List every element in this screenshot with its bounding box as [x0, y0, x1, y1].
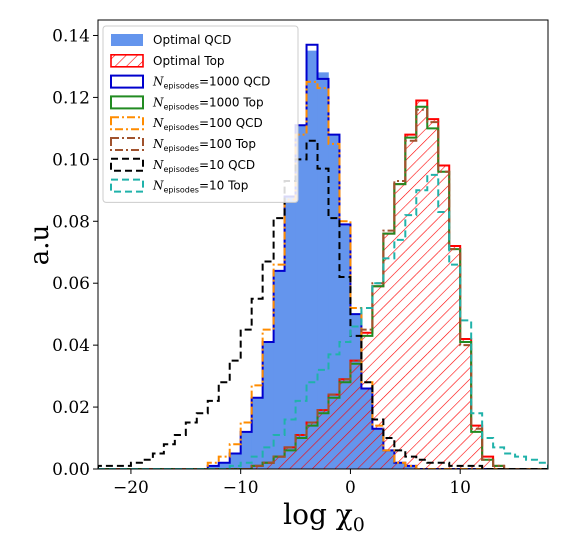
legend-label: Nepisodes=10 QCD [152, 158, 255, 174]
y-tick-label: 0.12 [52, 88, 90, 108]
axes: −20 −10 0 10 0.00 0.02 0.04 0.06 0.08 0.10 0.12 0.1… [52, 19, 549, 498]
top-optimal-bar [306, 422, 318, 469]
y-tick-label: 0.00 [52, 460, 90, 480]
x-tick-label: −20 [113, 478, 149, 498]
qcd-optimal-bar [251, 397, 263, 469]
legend-label: Nepisodes=100 Top [152, 137, 256, 153]
legend-handle [110, 137, 144, 151]
legend-handle [111, 34, 143, 46]
x-axis-title: log χ0 [283, 498, 365, 536]
x-tick-label: 10 [449, 478, 471, 498]
y-axis-title: a.u [25, 225, 55, 266]
top-optimal-bar [493, 465, 505, 469]
y-tick-label: 0.04 [52, 336, 90, 356]
qcd-optimal-bar [262, 341, 274, 469]
series-4 [98, 80, 548, 469]
legend-label: Optimal QCD [153, 33, 231, 47]
top-optimal-bar [361, 332, 373, 469]
top-optimal-bar [438, 165, 450, 469]
top-optimal-bar [427, 119, 439, 469]
legend-label: Nepisodes=100 QCD [152, 116, 263, 132]
y-tick-label: 0.08 [52, 212, 90, 232]
x-axis-title-main: log χ [283, 498, 353, 531]
top-optimal-bar [295, 434, 307, 469]
legend-handle [110, 74, 144, 89]
step-line-7 [98, 173, 548, 469]
legend-label: Optimal Top [153, 54, 225, 68]
top-optimal-bar [416, 100, 428, 469]
legend-handle [110, 53, 144, 68]
series-6 [98, 139, 548, 469]
legend-label: Nepisodes=10 Top [152, 179, 248, 195]
legend-handle [110, 157, 144, 172]
top-optimal-bar [339, 379, 351, 469]
series-7 [98, 173, 548, 469]
plot-area [98, 43, 548, 469]
qcd-optimal-bar [306, 50, 318, 469]
top-optimal-bar [317, 410, 329, 469]
legend-label: Nepisodes=1000 QCD [152, 75, 270, 91]
x-tick-label: −10 [223, 478, 259, 498]
legend-box [102, 25, 299, 203]
plot-frame [97, 19, 549, 470]
y-tick-label: 0.10 [52, 150, 90, 170]
top-optimal-bar [460, 338, 472, 469]
x-tick-label: 0 [345, 478, 356, 498]
legend-handle [110, 116, 144, 131]
top-optimal-bar [284, 447, 296, 469]
x-axis-title-subscript: 0 [353, 514, 365, 536]
qcd-optimal-bar [284, 196, 296, 469]
top-optimal-bar [273, 456, 285, 469]
legend-handle [110, 95, 144, 110]
legend-handle [110, 178, 144, 193]
y-tick-label: 0.06 [52, 274, 90, 294]
top-optimal-bar [372, 286, 384, 469]
top-optimal-bar [405, 134, 417, 469]
top-optimal-bar [394, 184, 406, 469]
series-group [98, 43, 548, 469]
top-optimal-bar [262, 462, 274, 469]
top-optimal-bar [482, 456, 494, 469]
legend-label: Nepisodes=1000 Top [152, 95, 264, 111]
step-line-4 [98, 80, 548, 469]
legend: Optimal QCD Optimal Top Nepisodes=1000 QCD… [102, 25, 299, 203]
top-optimal-bar [449, 246, 461, 469]
y-tick-label: 0.02 [52, 398, 90, 418]
top-optimal-bar [383, 233, 395, 469]
y-tick-label: 0.14 [52, 26, 90, 46]
step-line-6 [98, 139, 548, 469]
qcd-optimal-bar [273, 270, 285, 469]
top-optimal-bar [350, 360, 362, 469]
top-optimal-bar [471, 425, 483, 469]
top-optimal-bar [251, 465, 263, 469]
top-optimal-bar [328, 394, 340, 469]
